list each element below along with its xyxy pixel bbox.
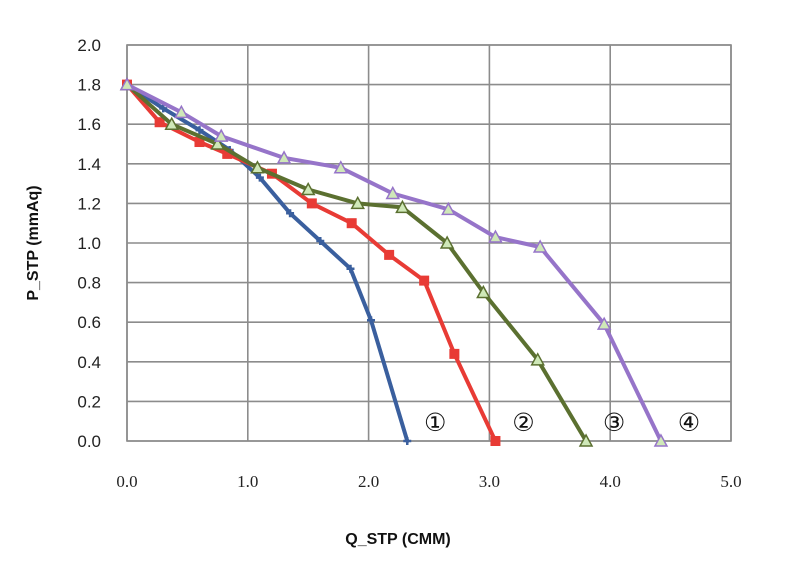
data-point (578, 433, 594, 447)
data-point (119, 77, 135, 91)
y-tick-label: 0.6 (77, 313, 101, 332)
data-point (419, 275, 430, 286)
data-point (154, 117, 165, 128)
series-layer (119, 77, 669, 447)
x-tick-label: 2.0 (358, 472, 379, 491)
data-point (316, 237, 325, 246)
x-axis-title: Q_STP (CMM) (345, 531, 450, 548)
series-4 (119, 77, 669, 447)
data-point (346, 218, 357, 229)
data-point (194, 137, 205, 148)
data-point (403, 437, 412, 445)
curve-label-2: ② (512, 408, 534, 437)
data-point (195, 126, 204, 135)
y-tick-label: 1.8 (77, 76, 101, 95)
x-tick-label: 4.0 (600, 472, 621, 491)
data-point (350, 195, 365, 210)
curve-label-3: ③ (603, 408, 625, 437)
data-point (222, 148, 233, 159)
data-point (476, 284, 491, 299)
y-tick-label: 1.6 (77, 115, 101, 134)
data-point (441, 201, 456, 216)
y-tick-label: 0.4 (77, 353, 101, 372)
data-point (532, 239, 548, 253)
data-point (210, 136, 225, 150)
data-point (276, 150, 292, 164)
data-point (346, 264, 355, 273)
data-point (286, 209, 295, 218)
y-tick-labels: 0.0 0.2 0.4 0.6 0.8 1.0 1.2 1.4 1.6 1.8 2.0 (77, 36, 101, 451)
y-axis-title: P_STP (mmAq) (25, 185, 42, 300)
x-tick-label: 3.0 (479, 472, 500, 491)
data-point (159, 104, 168, 113)
data-point (490, 436, 501, 446)
data-point (306, 198, 317, 209)
data-point (449, 348, 460, 359)
y-tick-label: 1.0 (77, 234, 101, 253)
x-tick-label: 5.0 (720, 472, 741, 491)
data-point (596, 316, 612, 330)
data-point (300, 181, 316, 196)
series-2 (122, 79, 501, 446)
data-point (174, 104, 189, 119)
series-1 (123, 80, 412, 445)
series-3 (119, 77, 594, 447)
data-point (530, 352, 545, 366)
series-line (125, 82, 498, 443)
curve-labels: ① ② ③ ④ (424, 408, 700, 437)
curve-label-4: ④ (678, 408, 700, 437)
y-tick-label: 0.8 (77, 274, 101, 293)
data-point (367, 316, 376, 325)
data-point (164, 116, 179, 130)
y-tick-label: 0.0 (77, 432, 101, 451)
data-point (395, 199, 410, 214)
data-point (385, 185, 401, 200)
x-tick-labels: 0.0 1.0 2.0 3.0 4.0 5.0 (116, 472, 741, 491)
series-line (125, 82, 410, 443)
data-point (250, 160, 265, 174)
y-tick-label: 1.4 (77, 155, 101, 174)
data-point (333, 160, 349, 174)
grid (126, 44, 732, 442)
data-point (439, 235, 455, 249)
y-tick-label: 1.2 (77, 194, 101, 213)
data-point (213, 128, 229, 142)
plot-area-frame (126, 44, 732, 442)
curve-label-1: ① (424, 408, 446, 437)
x-tick-label: 0.0 (116, 472, 137, 491)
y-tick-label: 2.0 (77, 36, 101, 55)
data-point (384, 249, 395, 260)
data-point (653, 433, 669, 447)
data-point (255, 173, 264, 182)
x-tick-label: 1.0 (237, 472, 258, 491)
data-point (488, 229, 503, 243)
y-tick-label: 0.2 (77, 392, 101, 411)
